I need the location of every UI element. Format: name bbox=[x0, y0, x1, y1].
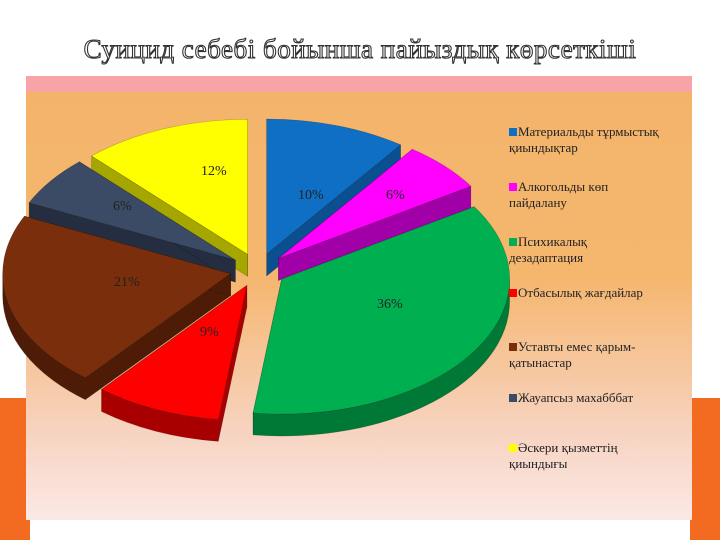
left-orange-accent bbox=[0, 398, 30, 540]
legend-swatch bbox=[509, 343, 517, 351]
legend-label: Жауапсыз махабббат bbox=[518, 390, 634, 405]
slice-family-circumstances bbox=[100, 284, 248, 420]
legend-item-mental-maladaptation: Психикалық дезадаптация bbox=[509, 234, 684, 266]
label-mental-maladaptation: 36% bbox=[377, 297, 403, 312]
label-family-circumstances: 9% bbox=[200, 325, 219, 340]
legend-label: Материальды тұрмыстық bbox=[518, 124, 659, 139]
legend-swatch bbox=[509, 394, 517, 402]
legend-swatch bbox=[509, 289, 517, 297]
legend-item-unrequited-love: Жауапсыз махабббат bbox=[509, 390, 684, 406]
legend-label-cont: пайдалану bbox=[509, 195, 567, 210]
slice-alcohol-abuse bbox=[278, 148, 472, 259]
label-alcohol-abuse: 6% bbox=[386, 188, 405, 203]
legend-item-family-circumstances: Отбасылық жағдайлар bbox=[509, 285, 684, 301]
right-orange-accent bbox=[690, 398, 720, 540]
legend-swatch bbox=[509, 128, 517, 136]
legend-swatch bbox=[509, 444, 517, 452]
legend-item-material-difficulties: Материальды тұрмыстық қиындықтар bbox=[509, 124, 684, 156]
slice-family-circumstances-wall-0 bbox=[218, 285, 248, 442]
label-material-difficulties: 10% bbox=[298, 188, 324, 203]
legend-item-alcohol-abuse: Алкогольды көп пайдалану bbox=[509, 179, 684, 211]
slice-unrequited-love bbox=[28, 161, 236, 261]
label-non-statutory-relations: 21% bbox=[114, 275, 140, 290]
legend-label: Алкогольды көп bbox=[518, 179, 609, 194]
legend-label: Отбасылық жағдайлар bbox=[518, 285, 643, 300]
legend-swatch bbox=[509, 183, 517, 191]
legend-item-non-statutory-relations: Уставты емес қарым- қатынастар bbox=[509, 339, 684, 371]
legend-label-cont: қиындықтар bbox=[509, 140, 578, 155]
plot-top-band bbox=[26, 76, 692, 92]
legend-label: Уставты емес қарым- bbox=[518, 339, 636, 354]
legend-label-cont: дезадаптация bbox=[509, 250, 584, 265]
legend-swatch bbox=[509, 238, 517, 246]
legend-label: Психикалық bbox=[518, 234, 588, 249]
label-unrequited-love: 6% bbox=[113, 199, 132, 214]
legend-label: Әскери қызметтің bbox=[518, 440, 618, 455]
slice-non-statutory-relations bbox=[2, 215, 232, 379]
slice-material-difficulties bbox=[266, 118, 402, 255]
legend-label-cont: қатынастар bbox=[509, 355, 572, 370]
slice-military-service bbox=[91, 119, 248, 255]
label-military-service: 12% bbox=[201, 164, 227, 179]
legend-label-cont: қиындығы bbox=[509, 456, 568, 471]
slice-mental-maladaptation bbox=[252, 206, 510, 415]
legend-item-military-service: Әскери қызметтің қиындығы bbox=[509, 440, 684, 472]
chart-title: Суицид себебі бойынша пайыздық көрсеткіш… bbox=[83, 33, 637, 64]
